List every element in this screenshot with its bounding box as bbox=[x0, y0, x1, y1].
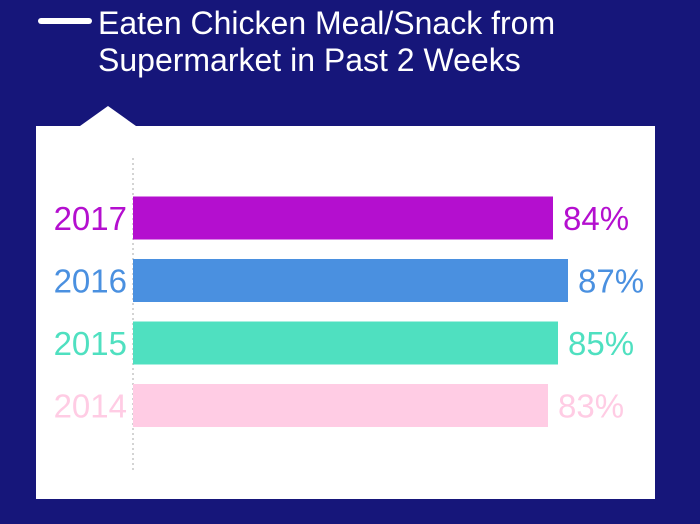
bar-2015 bbox=[133, 321, 558, 365]
bar-2016 bbox=[133, 259, 568, 302]
value-label-2017: 84% bbox=[563, 200, 629, 237]
chart-title: Eaten Chicken Meal/Snack from Supermarke… bbox=[98, 5, 556, 78]
value-label-2016: 87% bbox=[578, 263, 644, 300]
category-label-2014: 2014 bbox=[54, 388, 127, 425]
bar-2017 bbox=[133, 196, 553, 240]
category-label-2016: 2016 bbox=[54, 263, 127, 300]
category-label-2017: 2017 bbox=[54, 200, 127, 237]
title-accent-dash bbox=[38, 18, 92, 24]
bar-2014 bbox=[133, 384, 548, 427]
value-label-2015: 85% bbox=[568, 325, 634, 362]
chart-panel bbox=[36, 126, 655, 499]
panel-notch bbox=[80, 106, 136, 126]
category-label-2015: 2015 bbox=[54, 325, 127, 362]
value-label-2014: 83% bbox=[558, 388, 624, 425]
